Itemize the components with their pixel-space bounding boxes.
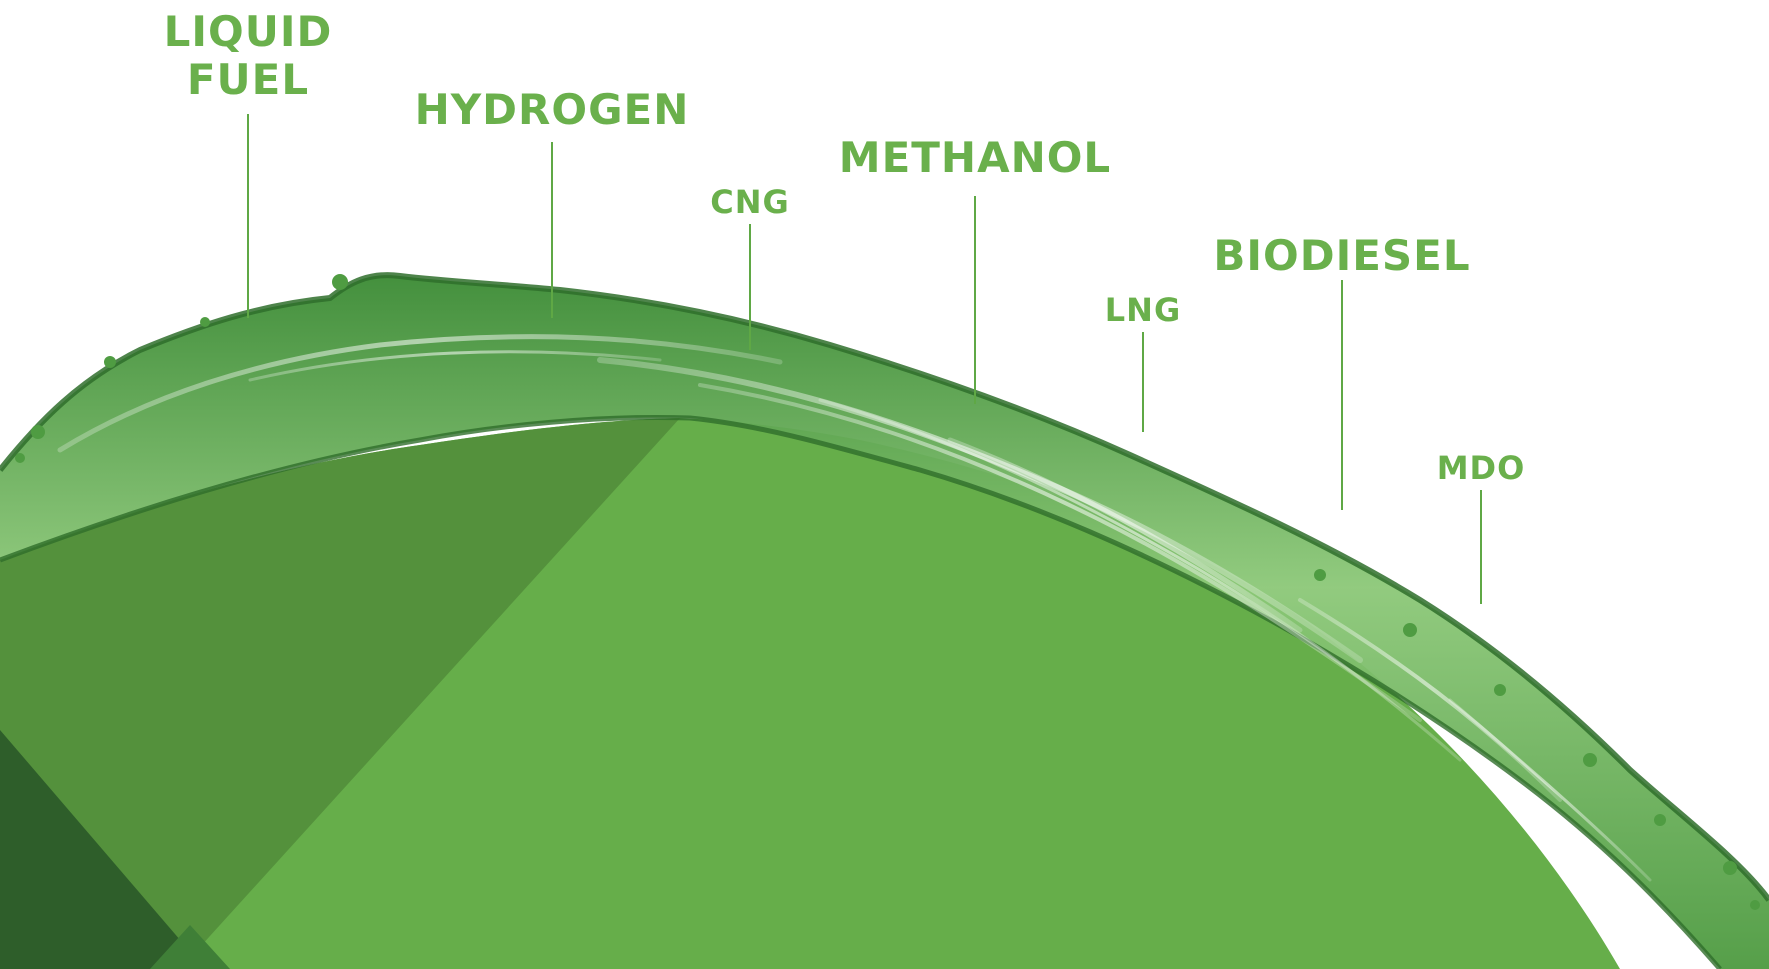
methanol-leader-line bbox=[974, 196, 976, 404]
wave-highlights bbox=[57, 334, 1652, 882]
fuel-label-liquid-fuel: LIQUID FUEL bbox=[163, 7, 333, 105]
wave-bottom-edge bbox=[0, 414, 1722, 969]
fuel-label-hydrogen: HYDROGEN bbox=[414, 85, 690, 134]
liquid-fuel-leader-line bbox=[247, 114, 249, 318]
fuel-label-cng: CNG bbox=[710, 183, 790, 221]
biodiesel-leader-line bbox=[1341, 280, 1343, 510]
hydrogen-leader-line bbox=[551, 142, 553, 318]
left-diagonal-panel bbox=[0, 418, 680, 969]
mdo-leader-line bbox=[1480, 490, 1482, 604]
fuel-label-lng: LNG bbox=[1104, 291, 1182, 329]
fuel-label-methanol: METHANOL bbox=[838, 133, 1112, 182]
lng-leader-line bbox=[1142, 332, 1144, 432]
splash-droplets bbox=[15, 274, 1760, 910]
corner-triangle-edge bbox=[150, 925, 230, 969]
wave-top-edge bbox=[0, 272, 1769, 902]
cng-leader-line bbox=[749, 224, 751, 350]
corner-triangle bbox=[0, 730, 205, 969]
fuel-label-mdo: MDO bbox=[1436, 449, 1526, 487]
liquid-wave bbox=[0, 275, 1769, 969]
fuel-label-biodiesel: BIODIESEL bbox=[1213, 231, 1471, 280]
